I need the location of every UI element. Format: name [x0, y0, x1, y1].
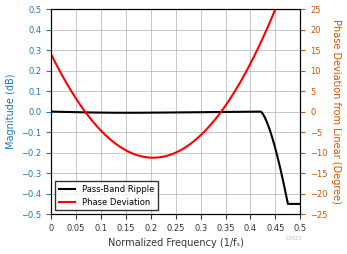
Pass-Band Ripple — [92, 111, 96, 114]
Pass-Band Ripple — [77, 111, 82, 114]
Legend: Pass-Band Ripple, Phase Deviation: Pass-Band Ripple, Phase Deviation — [55, 181, 158, 210]
Pass-Band Ripple — [266, 125, 271, 128]
Phase Deviation — [145, 156, 149, 159]
Phase Deviation — [266, 23, 271, 26]
Y-axis label: Magnitude (dB): Magnitude (dB) — [6, 74, 16, 149]
Phase Deviation — [294, 8, 298, 11]
Text: C2023: C2023 — [286, 236, 302, 241]
Pass-Band Ripple — [286, 202, 290, 205]
Pass-Band Ripple — [298, 202, 303, 205]
Phase Deviation — [298, 8, 303, 11]
Line: Pass-Band Ripple: Pass-Band Ripple — [51, 112, 301, 204]
Phase Deviation — [151, 156, 155, 159]
Y-axis label: Phase Deviation from Linear (Degree): Phase Deviation from Linear (Degree) — [331, 19, 341, 204]
Phase Deviation — [49, 53, 53, 56]
Pass-Band Ripple — [294, 202, 298, 205]
Pass-Band Ripple — [49, 110, 53, 113]
Phase Deviation — [92, 122, 96, 125]
Phase Deviation — [273, 8, 278, 11]
X-axis label: Normalized Frequency (1/fₛ): Normalized Frequency (1/fₛ) — [108, 239, 244, 248]
Pass-Band Ripple — [145, 111, 149, 114]
Line: Phase Deviation: Phase Deviation — [51, 9, 301, 158]
Phase Deviation — [155, 156, 160, 159]
Phase Deviation — [77, 102, 82, 105]
Pass-Band Ripple — [155, 111, 160, 114]
